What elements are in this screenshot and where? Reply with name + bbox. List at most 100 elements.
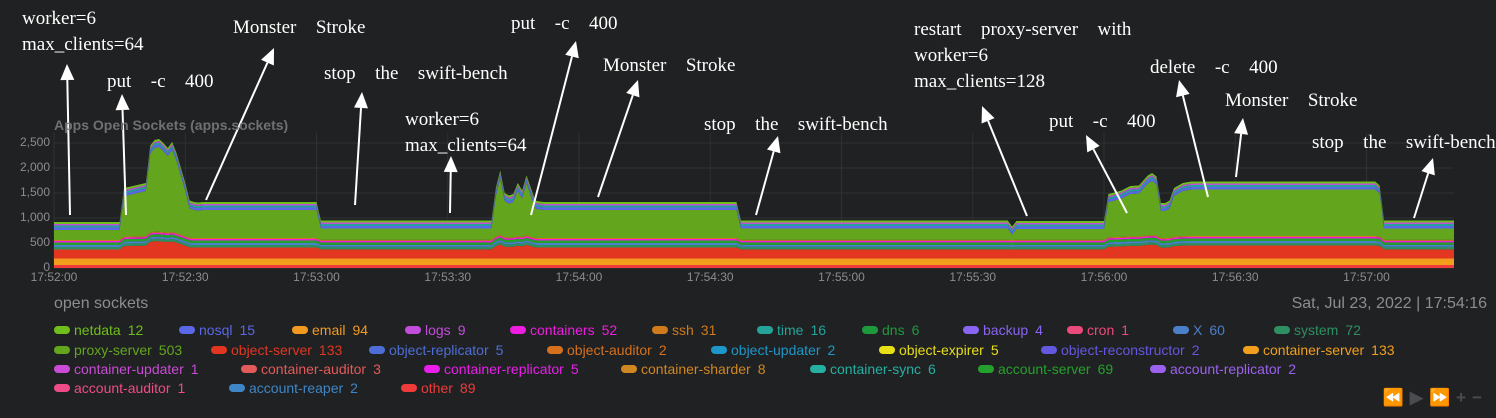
- annotation-text: worker=6 max_clients=64: [22, 8, 144, 55]
- legend-item-containers[interactable]: containers 52: [510, 322, 617, 338]
- legend-swatch: [757, 326, 773, 334]
- legend-item-ssh[interactable]: ssh 31: [652, 322, 716, 338]
- legend-item-container-server[interactable]: container-server 133: [1243, 342, 1395, 358]
- legend-item-object-server[interactable]: object-server 133: [211, 342, 342, 358]
- legend-swatch: [54, 326, 70, 334]
- legend-value: 15: [239, 322, 256, 338]
- chart-controls: ⏪ ▶ ⏩ + −: [1383, 388, 1482, 408]
- legend-item-nosql[interactable]: nosql 15: [179, 322, 255, 338]
- legend-value: 1: [190, 361, 199, 377]
- legend-item-cron[interactable]: cron 1: [1067, 322, 1129, 338]
- legend-value: 16: [810, 322, 827, 338]
- area-system: [54, 238, 1454, 250]
- legend-item-account-reaper[interactable]: account-reaper 2: [229, 380, 358, 396]
- annotation-arrow-line: [597, 94, 634, 198]
- legend-value: 31: [700, 322, 717, 338]
- legend-item-account-auditor[interactable]: account-auditor 1: [54, 380, 185, 396]
- legend-name: backup: [983, 322, 1029, 338]
- legend-name: nosql: [199, 322, 233, 338]
- legend-name: object-replicator: [389, 342, 489, 358]
- legend-item-dns[interactable]: dns 6: [862, 322, 919, 338]
- legend-item-backup[interactable]: backup 4: [963, 322, 1043, 338]
- legend-name: object-expirer: [899, 342, 984, 358]
- annotation-arrow-line: [1235, 133, 1243, 178]
- play-icon[interactable]: ▶: [1409, 388, 1423, 407]
- legend-item-account-replicator[interactable]: account-replicator 2: [1150, 361, 1296, 377]
- legend-value: 12: [127, 322, 144, 338]
- legend-swatch: [810, 365, 826, 373]
- zoom-out-icon[interactable]: −: [1472, 388, 1482, 407]
- annotation-text: Monster Stroke: [1225, 90, 1358, 111]
- annotation-arrow-line: [1413, 172, 1430, 219]
- legend-value: 2: [1288, 361, 1297, 377]
- zoom-in-icon[interactable]: +: [1456, 388, 1467, 407]
- y-tick-label: 1,000: [19, 210, 50, 224]
- area-account-server: [54, 234, 1454, 245]
- legend-name: time: [777, 322, 804, 338]
- legend-value: 5: [570, 361, 579, 377]
- y-tick-label: 1,500: [19, 185, 50, 199]
- x-tick-label: 17:54:00: [555, 270, 603, 284]
- legend-name: container-auditor: [261, 361, 367, 377]
- legend-item-object-expirer[interactable]: object-expirer 5: [879, 342, 999, 358]
- legend-value: 60: [1209, 322, 1225, 338]
- legend-item-object-auditor[interactable]: object-auditor 2: [547, 342, 667, 358]
- legend-item-email[interactable]: email 94: [292, 322, 368, 338]
- legend-name: container-sharder: [641, 361, 751, 377]
- area-X: [54, 236, 1454, 247]
- legend-swatch: [54, 384, 70, 392]
- legend-item-time[interactable]: time 16: [757, 322, 826, 338]
- legend-value: 2: [1191, 342, 1200, 358]
- annotation-arrow-line: [121, 109, 127, 216]
- legend-item-container-replicator[interactable]: container-replicator 5: [424, 361, 579, 377]
- legend-swatch: [1150, 365, 1166, 373]
- legend-item-system[interactable]: system 72: [1274, 322, 1361, 338]
- x-tick-label: 17:54:30: [686, 270, 734, 284]
- time-text: 17:54:16: [1424, 295, 1487, 312]
- forward-icon[interactable]: ⏩: [1428, 388, 1451, 407]
- legend-item-container-updater[interactable]: container-updater 1: [54, 361, 199, 377]
- legend-item-netdata[interactable]: netdata 12: [54, 322, 143, 338]
- legend-name: object-server: [231, 342, 312, 358]
- legend-item-object-replicator[interactable]: object-replicator 5: [369, 342, 503, 358]
- legend-item-object-reconstructor[interactable]: object-reconstructor 2: [1041, 342, 1200, 358]
- x-tick-label: 17:52:30: [161, 270, 209, 284]
- annotation-text: put -c 400: [511, 13, 618, 34]
- legend-name: email: [312, 322, 346, 338]
- annotation-arrow-head: [1176, 80, 1190, 98]
- annotation-arrow-head: [443, 156, 458, 173]
- legend-value: 133: [318, 342, 343, 358]
- annotation-text: Monster Stroke: [233, 17, 366, 38]
- legend-item-container-auditor[interactable]: container-auditor 3: [241, 361, 381, 377]
- legend-value: 9: [457, 322, 466, 338]
- legend-item-container-sharder[interactable]: container-sharder 8: [621, 361, 766, 377]
- legend-value: 72: [1345, 322, 1361, 338]
- legend-item-proxy-server[interactable]: proxy-server 503: [54, 342, 182, 358]
- annotation-arrow-head: [1234, 118, 1249, 135]
- annotation-arrow-head: [115, 94, 130, 111]
- annotation-arrow-line: [1092, 148, 1128, 214]
- annotation-arrow-line: [755, 151, 775, 216]
- area-proxy-server: [54, 147, 1454, 240]
- legend-swatch: [401, 384, 417, 392]
- legend-item-account-server[interactable]: account-server 69: [978, 361, 1113, 377]
- legend-name: container-sync: [830, 361, 922, 377]
- annotation-text: delete -c 400: [1150, 57, 1278, 78]
- legend-name: account-replicator: [1170, 361, 1282, 377]
- legend-name: account-auditor: [74, 380, 171, 396]
- legend-name: containers: [530, 322, 595, 338]
- legend-item-object-updater[interactable]: object-updater 2: [711, 342, 835, 358]
- legend-swatch: [879, 346, 895, 354]
- y-tick-label: 0: [43, 260, 50, 274]
- legend-value: 2: [350, 380, 358, 396]
- legend-item-logs[interactable]: logs 9: [405, 322, 465, 338]
- annotation-text: put -c 400: [1049, 111, 1156, 132]
- rewind-icon[interactable]: ⏪: [1382, 388, 1404, 407]
- legend-swatch: [292, 326, 308, 334]
- legend-name: object-reconstructor: [1061, 342, 1185, 358]
- legend-value: 133: [1371, 342, 1395, 358]
- legend-item-other[interactable]: other 89: [401, 380, 476, 396]
- legend-item-container-sync[interactable]: container-sync 6: [810, 361, 936, 377]
- legend-item-X[interactable]: X 60: [1173, 322, 1225, 338]
